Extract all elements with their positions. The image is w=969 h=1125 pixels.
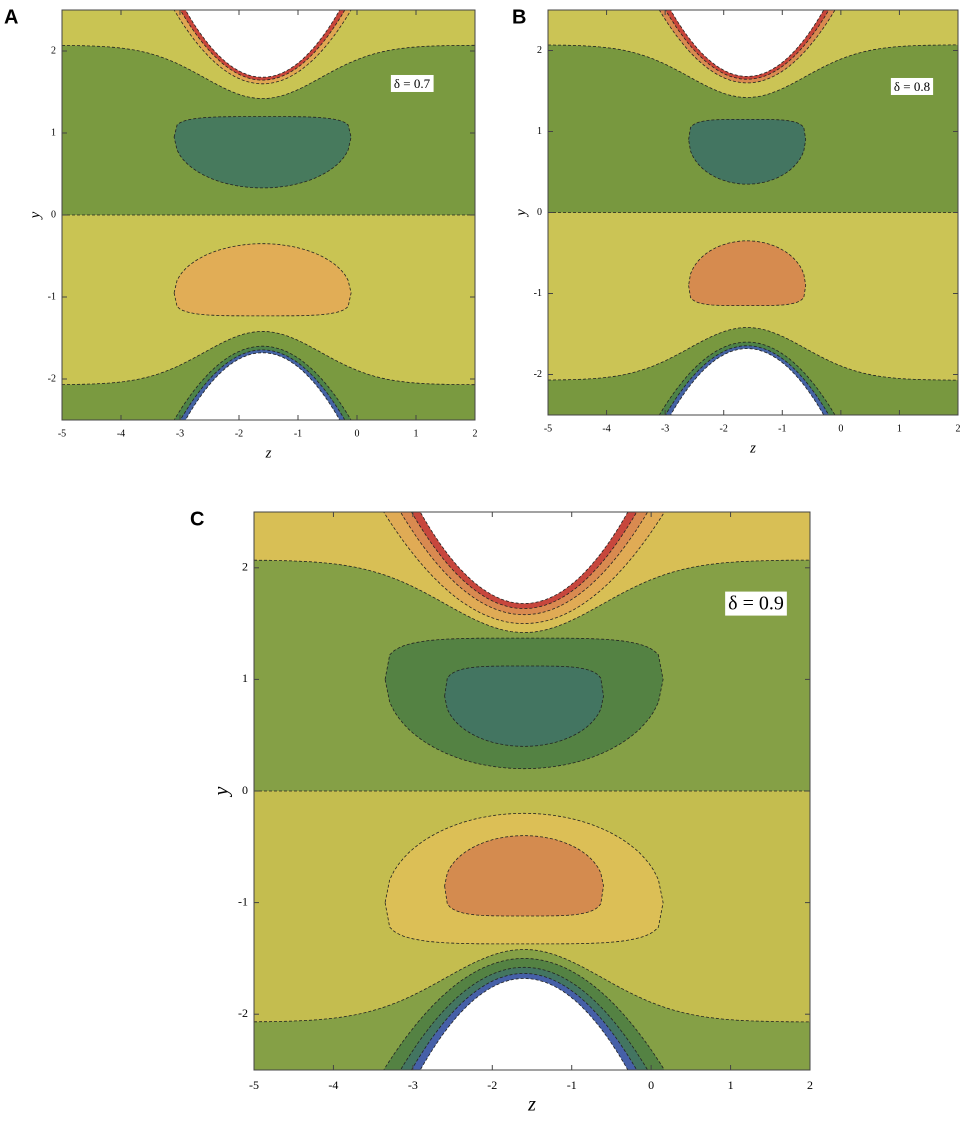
y-tick-label: -1: [48, 291, 56, 302]
y-axis-label: y: [210, 786, 232, 797]
contour-blob: [173, 243, 352, 317]
panel-label: C: [190, 508, 204, 530]
contour-blob: [688, 240, 807, 306]
panel: -5 -4 -3 -2 -1 0 1 2 -2 -1 0 1 2 z y Cδ = 0.9: [190, 508, 813, 1116]
y-tick-label: 0: [242, 783, 248, 797]
contour-line: [419, 978, 629, 1070]
y-tick-label: -1: [534, 288, 542, 299]
contour-line: [658, 10, 836, 84]
x-axis-label: z: [265, 445, 272, 461]
contour-line: [548, 327, 958, 381]
x-tick-label: -4: [117, 428, 125, 439]
y-tick-label: 0: [537, 207, 542, 218]
contour-line: [62, 330, 475, 386]
y-tick-label: 2: [242, 560, 248, 574]
panel: -5 -4 -3 -2 -1 0 1 2 -2 -1 0 1 2 z y Aδ = 0.7: [4, 6, 478, 461]
y-tick-label: 1: [537, 126, 542, 137]
plot-area: [548, 10, 958, 415]
x-tick-label: -5: [58, 428, 66, 439]
panel-label: B: [512, 6, 526, 28]
contour-line: [179, 10, 346, 81]
contour-region: [670, 348, 824, 415]
x-tick-label: -3: [661, 423, 669, 434]
contour-line: [658, 341, 836, 415]
y-tick-label: 0: [51, 209, 56, 220]
contour-line: [411, 973, 638, 1070]
x-tick-label: -1: [294, 428, 302, 439]
x-tick-label: -2: [235, 428, 243, 439]
x-tick-label: -5: [249, 1078, 259, 1092]
panel-label: A: [4, 6, 18, 28]
contour-line: [62, 44, 475, 100]
x-axis-label: z: [527, 1094, 536, 1116]
x-tick-label: 0: [648, 1078, 654, 1092]
y-tick-label: 1: [242, 671, 248, 685]
x-tick-label: -3: [176, 428, 184, 439]
y-axis-label: y: [27, 211, 43, 220]
x-tick-label: -4: [328, 1078, 338, 1092]
contour-line: [411, 512, 638, 609]
x-tick-label: 0: [355, 428, 360, 439]
contour-blob: [688, 119, 807, 185]
annotation-box: [890, 77, 934, 95]
annotation-text: δ = 0.7: [394, 76, 431, 91]
contour-blob: [444, 835, 604, 917]
plot-area: [62, 10, 475, 420]
x-tick-label: 2: [807, 1078, 813, 1092]
x-tick-label: -2: [487, 1078, 497, 1092]
contour-line: [254, 949, 810, 1023]
contour-region: [670, 10, 824, 77]
annotation: δ = 0.9: [725, 591, 787, 616]
x-tick-label: -5: [544, 423, 552, 434]
contour-blob: [173, 116, 352, 189]
contour-line: [548, 44, 958, 98]
x-tick-label: 0: [838, 423, 843, 434]
annotation: δ = 0.8: [890, 77, 934, 95]
contour-line: [419, 512, 629, 604]
contour-blob: [444, 665, 604, 747]
contour-line: [185, 10, 341, 78]
plot-area: [254, 512, 810, 1070]
y-tick-label: -2: [238, 1006, 248, 1020]
y-tick-label: 2: [51, 45, 56, 56]
x-tick-label: 1: [728, 1078, 734, 1092]
contour-line: [383, 958, 665, 1070]
y-axis-label: y: [513, 209, 529, 218]
x-axis-label: z: [749, 440, 756, 456]
y-tick-label: 2: [537, 45, 542, 56]
contour-line: [173, 10, 352, 85]
contour-line: [173, 345, 352, 420]
y-tick-label: -1: [238, 894, 248, 908]
y-tick-label: 1: [51, 127, 56, 138]
contour-line: [185, 352, 341, 420]
annotation-box: [390, 74, 434, 92]
x-tick-label: -3: [408, 1078, 418, 1092]
annotation-text: δ = 0.9: [728, 593, 784, 615]
panel: -5 -4 -3 -2 -1 0 1 2 -2 -1 0 1 2 z y Bδ = 0.8: [512, 6, 961, 456]
contour-line: [383, 512, 665, 624]
x-tick-label: -2: [720, 423, 728, 434]
annotation-box: [725, 591, 787, 616]
y-tick-label: -2: [534, 369, 542, 380]
annotation-text: δ = 0.8: [894, 79, 930, 94]
x-tick-label: 2: [473, 428, 478, 439]
x-tick-label: -1: [567, 1078, 577, 1092]
annotation: δ = 0.7: [390, 74, 434, 92]
x-tick-label: -4: [602, 423, 610, 434]
x-tick-label: 1: [414, 428, 419, 439]
y-tick-label: -2: [48, 373, 56, 384]
x-tick-label: 1: [897, 423, 902, 434]
contour-line: [254, 559, 810, 633]
x-tick-label: 2: [956, 423, 961, 434]
x-tick-label: -1: [778, 423, 786, 434]
contour-line: [179, 349, 346, 420]
